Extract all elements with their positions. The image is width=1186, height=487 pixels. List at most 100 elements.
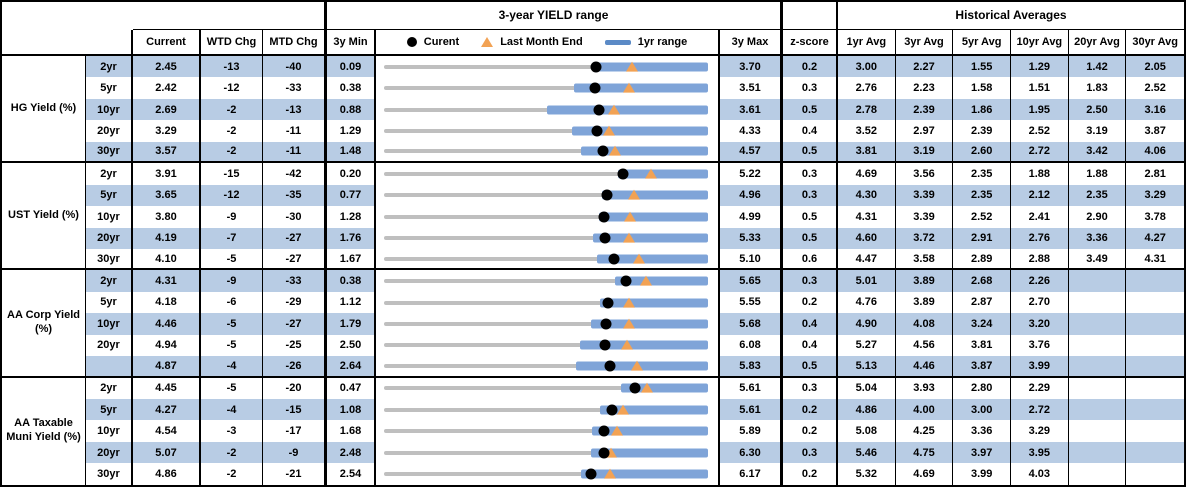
cell-tenor: 10yr: [86, 206, 133, 228]
cell-3yr-avg: 2.23: [896, 77, 954, 99]
cell-wtd-chg: -9: [201, 206, 263, 228]
range-chart: [376, 248, 720, 271]
cell-3y-min: 1.68: [327, 420, 376, 442]
last-month-end-marker: [605, 447, 618, 458]
current-marker: [598, 447, 610, 459]
3y-range-track: [384, 407, 708, 412]
range-chart-area: [384, 163, 708, 184]
cell-3yr-avg: 3.93: [896, 377, 954, 399]
current-marker: [598, 425, 610, 437]
cell-20yr-avg: 3.49: [1068, 248, 1127, 271]
cell-z-score: 0.3: [783, 441, 838, 464]
cell-mtd-chg: -30: [263, 206, 327, 228]
header-blank-group-tenor: [2, 30, 133, 56]
cell-z-score: 0.5: [783, 356, 838, 378]
cell-20yr-avg: 3.42: [1068, 141, 1127, 164]
cell-30yr-avg: [1126, 399, 1184, 421]
cell-10yr-avg: 1.29: [1011, 56, 1069, 78]
cell-current: 4.86: [133, 463, 201, 485]
cell-3yr-avg: 4.69: [896, 463, 954, 485]
cell-5yr-avg: 2.80: [953, 377, 1011, 399]
cell-30yr-avg: [1126, 270, 1184, 292]
header-blank-changes: [133, 2, 327, 30]
cell-20yr-avg: [1068, 356, 1127, 378]
cell-current: 4.46: [133, 313, 201, 335]
cell-tenor: 10yr: [86, 313, 133, 335]
range-chart: [376, 441, 720, 464]
3y-range-track: [384, 64, 708, 69]
cell-wtd-chg: -3: [201, 420, 263, 442]
cell-current: 2.69: [133, 98, 201, 121]
col-header-10yr-avg: 10yr Avg: [1011, 30, 1069, 56]
cell-mtd-chg: -9: [263, 441, 327, 464]
cell-30yr-avg: [1126, 356, 1184, 378]
cell-z-score: 0.3: [783, 77, 838, 99]
last-month-end-marker: [603, 468, 616, 479]
current-marker: [602, 297, 614, 309]
cell-10yr-avg: 2.52: [1011, 120, 1069, 142]
cell-3y-min: 0.09: [327, 56, 376, 78]
cell-30yr-avg: 2.81: [1144, 167, 1166, 180]
cell-3y-min: 2.64: [327, 356, 376, 378]
cell-tenor: 10yr: [86, 98, 133, 121]
cell-3yr-avg: 4.08: [895, 313, 954, 335]
cell-current: 4.19: [133, 227, 201, 249]
cell-10yr-avg: 2.41: [1011, 206, 1069, 228]
cell-current: 2.42: [133, 77, 201, 99]
cell-3yr-avg: 3.58: [895, 248, 954, 271]
last-month-end-triangle-icon: [481, 37, 494, 47]
cell-20yr-avg: [1069, 377, 1127, 399]
cell-3y-max: 4.57: [720, 141, 783, 164]
cell-1yr-avg: 3.52: [838, 120, 896, 142]
3y-range-track: [384, 193, 708, 198]
3y-range-track: [384, 256, 708, 261]
1yr-range-bar: [597, 62, 708, 72]
cell-3y-max: 5.10: [720, 248, 783, 271]
cell-30yr-avg: [1126, 441, 1184, 464]
range-chart: [376, 377, 720, 399]
cell-5yr-avg: 1.58: [953, 77, 1011, 99]
cell-3y-max: 5.55: [720, 291, 783, 314]
last-month-end-marker: [627, 189, 640, 200]
range-chart: [376, 206, 720, 228]
cell-3y-min: 0.38: [327, 77, 376, 99]
chart-legend: Curent Last Month End 1yr range: [376, 30, 720, 56]
cell-30yr-avg: [1126, 463, 1184, 484]
row-group-label: AA Taxable Muni Yield (%): [2, 377, 86, 485]
cell-20yr-avg: [1068, 399, 1127, 421]
cell-3y-min: 1.76: [327, 227, 376, 249]
range-chart: [376, 420, 720, 442]
cell-30yr-avg: [1126, 335, 1184, 356]
cell-30yr-avg: 3.87: [1144, 124, 1166, 137]
current-marker: [600, 318, 612, 330]
cell-3yr-avg: 3.56: [896, 163, 954, 185]
range-chart-area: [384, 228, 708, 249]
3y-range-track: [384, 300, 708, 305]
cell-z-score: 0.5: [783, 206, 838, 228]
cell-mtd-chg: -27: [263, 227, 327, 249]
cell-5yr-avg: 2.35: [953, 163, 1011, 185]
cell-10yr-avg: 2.72: [1011, 399, 1069, 421]
cell-current: 2.45: [133, 56, 201, 78]
cell-1yr-avg: 4.76: [838, 291, 896, 314]
cell-20yr-avg: 1.83: [1069, 77, 1127, 99]
cell-tenor: 2yr: [86, 56, 133, 78]
cell-3y-min: 1.79: [327, 313, 376, 335]
cell-1yr-avg: 4.86: [838, 399, 896, 421]
cell-3y-min: 1.67: [327, 248, 376, 271]
cell-10yr-avg: 4.03: [1011, 463, 1069, 485]
current-dot-icon: [406, 37, 417, 47]
cell-3y-max: 3.70: [720, 56, 783, 78]
cell-mtd-chg: -42: [263, 163, 327, 185]
cell-5yr-avg: 2.35: [953, 184, 1011, 207]
3y-range-track: [384, 279, 708, 284]
1yr-range-bar: [591, 426, 708, 436]
current-marker: [599, 232, 611, 244]
cell-tenor: 30yr: [86, 248, 133, 271]
range-chart-area: [384, 420, 708, 441]
cell-1yr-avg: 5.46: [838, 441, 896, 464]
cell-z-score: 0.2: [783, 420, 838, 442]
cell-mtd-chg: -11: [263, 120, 327, 142]
range-chart: [376, 334, 720, 357]
cell-20yr-avg: [1068, 441, 1127, 464]
